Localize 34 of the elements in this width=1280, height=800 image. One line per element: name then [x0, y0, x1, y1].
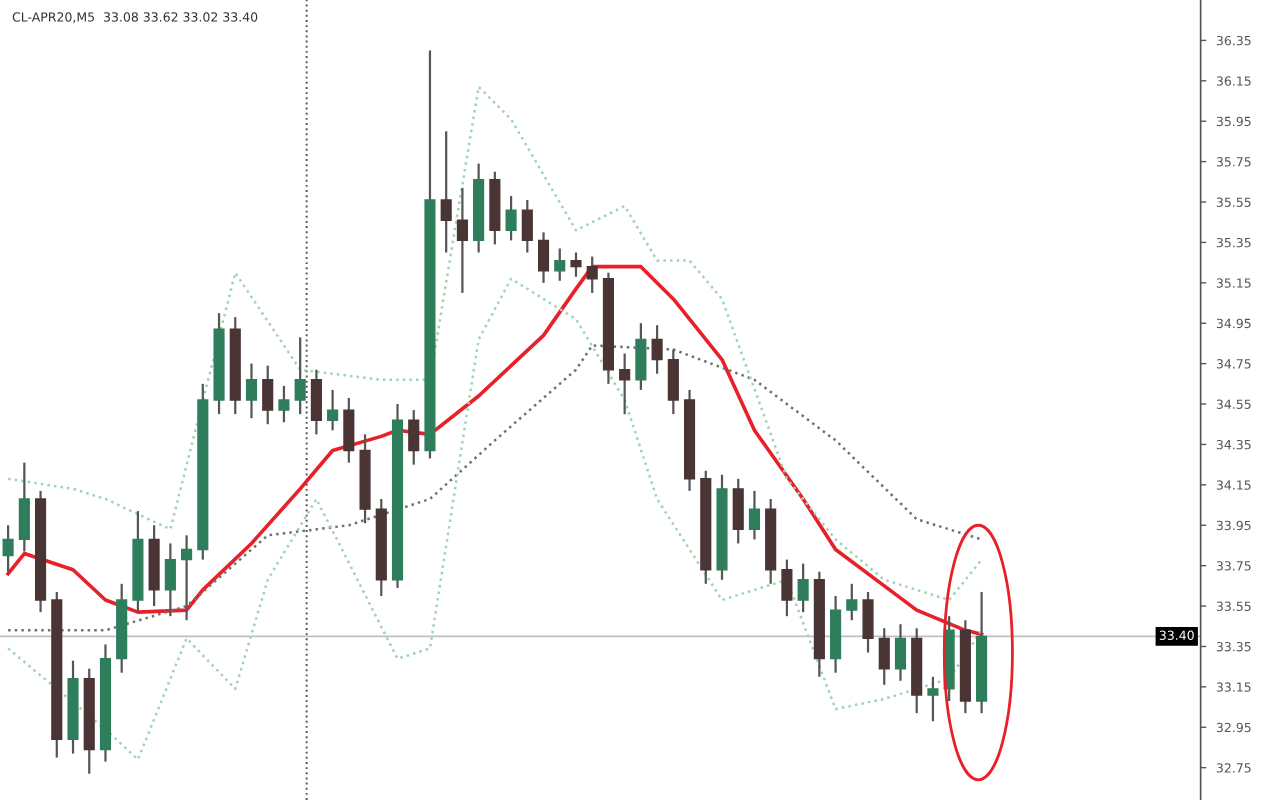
candlestick — [408, 408, 420, 466]
candlestick — [505, 194, 517, 242]
candlestick — [586, 255, 598, 295]
candlestick — [18, 461, 30, 553]
candlestick — [732, 477, 744, 545]
candlestick — [667, 348, 679, 416]
candlestick — [456, 186, 468, 295]
candlestick — [554, 247, 566, 282]
candlestick — [797, 562, 809, 614]
candlestick — [635, 322, 647, 392]
candlestick — [537, 231, 550, 284]
candlestick — [781, 558, 793, 618]
candlestick — [619, 352, 631, 416]
candlestick — [164, 542, 176, 618]
candlestick — [878, 627, 890, 686]
candlestick — [245, 362, 258, 420]
candlestick — [327, 388, 339, 432]
candlestick — [2, 524, 14, 573]
candlestick — [862, 590, 874, 654]
line-series — [6, 344, 983, 632]
candlestick — [521, 198, 533, 254]
candlestick — [262, 364, 274, 426]
candlestick — [927, 675, 939, 723]
line-series — [6, 85, 983, 602]
candlestick — [181, 534, 193, 622]
candlestick — [894, 623, 907, 682]
candlestick — [846, 582, 858, 622]
candlestick — [651, 324, 663, 375]
candlestick — [570, 251, 582, 278]
line-series — [6, 277, 983, 761]
candlestick — [343, 396, 355, 464]
candlestick — [748, 489, 761, 541]
candlestick — [440, 130, 452, 254]
candlestick — [278, 384, 290, 424]
